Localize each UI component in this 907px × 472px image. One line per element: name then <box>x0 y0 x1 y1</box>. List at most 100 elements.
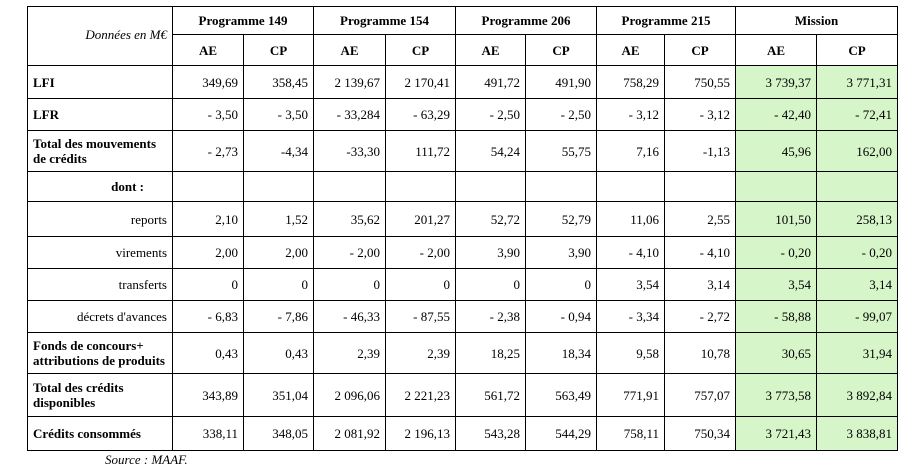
value-cell: 10,78 <box>664 332 736 374</box>
value-cell: -4,34 <box>243 130 314 172</box>
empty-cell <box>816 171 898 202</box>
value-cell: 758,11 <box>596 416 665 451</box>
value-cell: 9,58 <box>596 332 665 374</box>
value-cell: 348,05 <box>243 416 314 451</box>
value-cell: 30,65 <box>735 332 817 374</box>
value-cell: 11,06 <box>596 201 665 237</box>
value-cell: 3,90 <box>455 236 526 269</box>
value-cell: - 0,94 <box>525 300 597 333</box>
value-cell: - 42,40 <box>735 98 817 131</box>
value-cell: 111,72 <box>385 130 456 172</box>
value-cell: - 2,50 <box>455 98 526 131</box>
value-cell: 55,75 <box>525 130 597 172</box>
column-header: CP <box>525 34 597 66</box>
value-cell: - 2,50 <box>525 98 597 131</box>
value-cell: 543,28 <box>455 416 526 451</box>
row-label: reports <box>27 201 173 237</box>
corner-header: Données en M€ <box>27 6 173 66</box>
empty-cell <box>385 171 456 202</box>
column-header: AE <box>455 34 526 66</box>
empty-cell <box>243 171 314 202</box>
value-cell: - 3,34 <box>596 300 665 333</box>
value-cell: 338,11 <box>172 416 244 451</box>
empty-cell <box>735 171 817 202</box>
value-cell: 750,55 <box>664 65 736 99</box>
value-cell: 162,00 <box>816 130 898 172</box>
value-cell: 3,54 <box>735 268 817 301</box>
value-cell: 544,29 <box>525 416 597 451</box>
value-cell: 201,27 <box>385 201 456 237</box>
value-cell: 2,39 <box>385 332 456 374</box>
row-label: Total des crédits disponibles <box>27 373 173 417</box>
value-cell: 2,39 <box>313 332 386 374</box>
row-label: transferts <box>27 268 173 301</box>
row-label: dont : <box>27 171 173 202</box>
value-cell: 0 <box>172 268 244 301</box>
row-label: Fonds de concours+ attributions de produ… <box>27 332 173 374</box>
value-cell: 18,25 <box>455 332 526 374</box>
value-cell: 2,55 <box>664 201 736 237</box>
value-cell: - 3,12 <box>664 98 736 131</box>
value-cell: 2 221,23 <box>385 373 456 417</box>
value-cell: 2 096,06 <box>313 373 386 417</box>
value-cell: - 3,50 <box>172 98 244 131</box>
value-cell: - 2,00 <box>313 236 386 269</box>
value-cell: - 46,33 <box>313 300 386 333</box>
value-cell: 3 773,58 <box>735 373 817 417</box>
row-label: Total des mouvements de crédits <box>27 130 173 172</box>
row-label: décrets d'avances <box>27 300 173 333</box>
value-cell: 3 838,81 <box>816 416 898 451</box>
value-cell: 3,54 <box>596 268 665 301</box>
value-cell: - 0,20 <box>735 236 817 269</box>
column-header: AE <box>313 34 386 66</box>
value-cell: 2 081,92 <box>313 416 386 451</box>
value-cell: 561,72 <box>455 373 526 417</box>
value-cell: 35,62 <box>313 201 386 237</box>
value-cell: 18,34 <box>525 332 597 374</box>
value-cell: 3 771,31 <box>816 65 898 99</box>
group-header: Programme 206 <box>455 6 597 35</box>
source-note: Source : MAAF. <box>105 452 188 467</box>
row-label: LFI <box>27 65 173 99</box>
value-cell: 3 721,43 <box>735 416 817 451</box>
value-cell: 54,24 <box>455 130 526 172</box>
column-header: AE <box>172 34 244 66</box>
empty-cell <box>664 171 736 202</box>
column-header: CP <box>816 34 898 66</box>
empty-cell <box>313 171 386 202</box>
value-cell: 7,16 <box>596 130 665 172</box>
value-cell: 491,72 <box>455 65 526 99</box>
value-cell: -1,13 <box>664 130 736 172</box>
value-cell: 349,69 <box>172 65 244 99</box>
value-cell: - 4,10 <box>596 236 665 269</box>
value-cell: - 2,73 <box>172 130 244 172</box>
value-cell: 52,72 <box>455 201 526 237</box>
value-cell: - 3,12 <box>596 98 665 131</box>
value-cell: 491,90 <box>525 65 597 99</box>
column-header: CP <box>664 34 736 66</box>
column-header: CP <box>385 34 456 66</box>
value-cell: 0,43 <box>243 332 314 374</box>
value-cell: 2 170,41 <box>385 65 456 99</box>
value-cell: 757,07 <box>664 373 736 417</box>
value-cell: 0 <box>313 268 386 301</box>
value-cell: 2,00 <box>243 236 314 269</box>
empty-cell <box>596 171 665 202</box>
empty-cell <box>525 171 597 202</box>
value-cell: 2,00 <box>172 236 244 269</box>
empty-cell <box>172 171 244 202</box>
empty-cell <box>455 171 526 202</box>
value-cell: 343,89 <box>172 373 244 417</box>
value-cell: 0 <box>243 268 314 301</box>
group-header: Programme 215 <box>596 6 736 35</box>
group-header: Mission <box>735 6 898 35</box>
value-cell: - 4,10 <box>664 236 736 269</box>
value-cell: - 2,38 <box>455 300 526 333</box>
column-header: CP <box>243 34 314 66</box>
value-cell: - 2,72 <box>664 300 736 333</box>
value-cell: - 3,50 <box>243 98 314 131</box>
value-cell: 0 <box>525 268 597 301</box>
value-cell: - 63,29 <box>385 98 456 131</box>
value-cell: 563,49 <box>525 373 597 417</box>
